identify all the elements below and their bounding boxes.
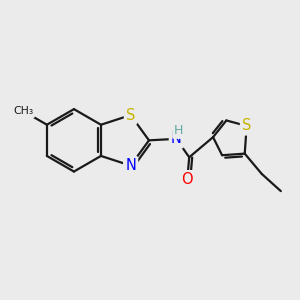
Text: CH₃: CH₃	[13, 106, 33, 116]
Text: O: O	[182, 172, 193, 187]
Text: S: S	[126, 108, 135, 123]
Text: N: N	[125, 158, 136, 173]
Text: H: H	[174, 124, 183, 137]
Text: S: S	[242, 118, 251, 134]
Text: N: N	[171, 131, 182, 146]
